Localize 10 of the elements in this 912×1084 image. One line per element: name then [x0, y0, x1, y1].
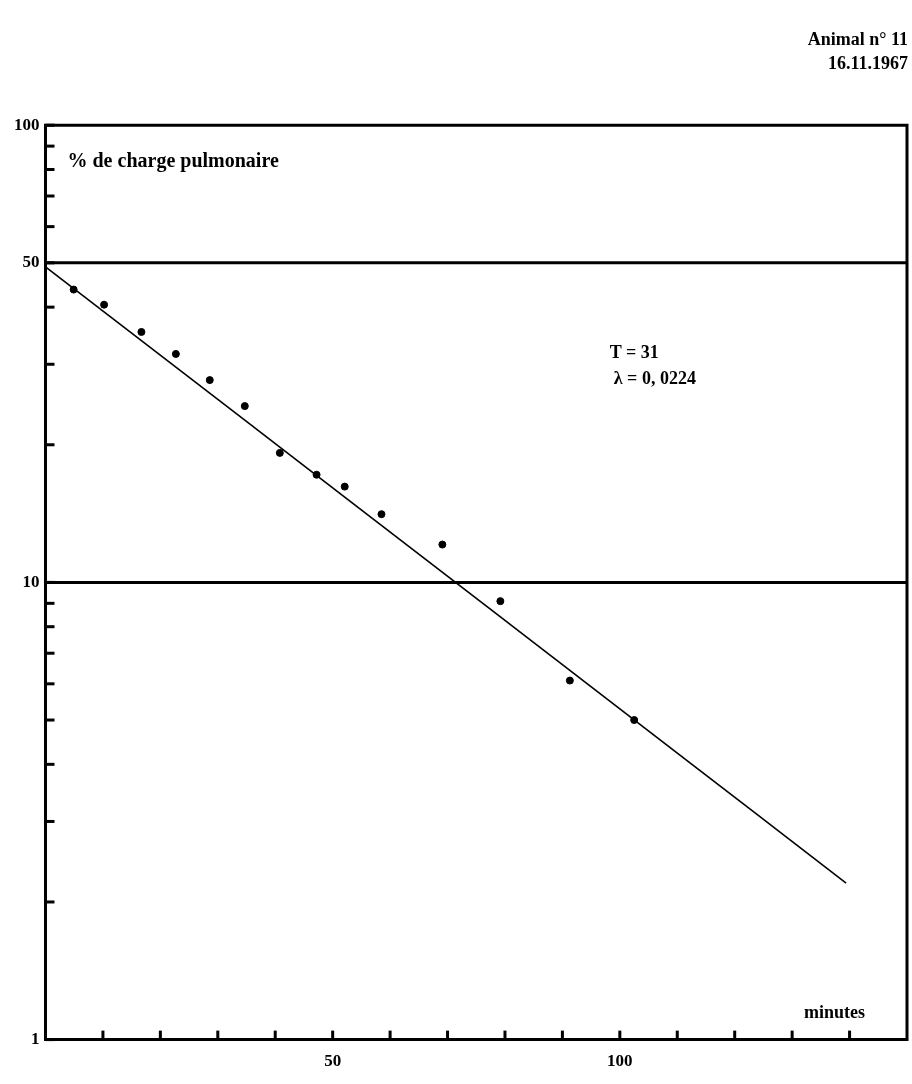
annotation: λ = 0, 0224 [613, 367, 696, 388]
y-tick-label: 50 [22, 252, 40, 272]
chart-title: Animal n° 11 [807, 29, 908, 50]
x-axis-title: minutes [803, 1001, 865, 1022]
y-tick-label: 100 [14, 114, 40, 134]
chart-subtitle: 16.11.1967 [827, 53, 908, 74]
y-tick-label: 10 [22, 571, 40, 591]
y-axis-title: % de charge pulmonaire [67, 149, 279, 173]
y-tick-label: 1 [31, 1028, 40, 1048]
annotation: T = 31 [609, 341, 659, 362]
